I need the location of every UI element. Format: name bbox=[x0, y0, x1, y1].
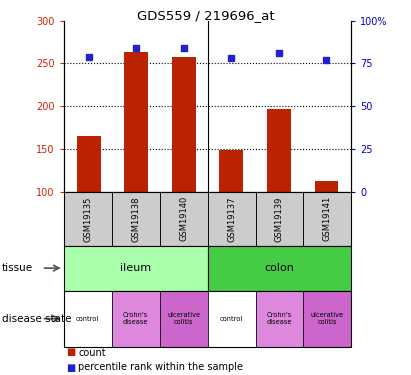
Text: Crohn's
disease: Crohn's disease bbox=[123, 312, 148, 325]
Text: GSM19135: GSM19135 bbox=[83, 196, 92, 242]
Text: tissue: tissue bbox=[2, 263, 33, 273]
Bar bbox=[125, 53, 148, 192]
Text: disease state: disease state bbox=[2, 314, 72, 324]
Text: count: count bbox=[78, 348, 106, 357]
Bar bbox=[172, 57, 196, 192]
Text: percentile rank within the sample: percentile rank within the sample bbox=[78, 363, 243, 372]
Text: GSM19140: GSM19140 bbox=[179, 196, 188, 242]
Text: ■: ■ bbox=[66, 363, 75, 372]
Bar bbox=[77, 136, 101, 192]
Point bbox=[180, 45, 187, 51]
Text: control: control bbox=[220, 316, 243, 322]
Point bbox=[85, 54, 92, 60]
Point bbox=[276, 50, 282, 56]
Point bbox=[133, 45, 139, 51]
Bar bbox=[267, 109, 291, 192]
Text: ulcerative
colitis: ulcerative colitis bbox=[311, 312, 344, 325]
Text: GDS559 / 219696_at: GDS559 / 219696_at bbox=[137, 9, 274, 22]
Point bbox=[228, 56, 235, 62]
Text: GSM19137: GSM19137 bbox=[227, 196, 236, 242]
Text: control: control bbox=[76, 316, 99, 322]
Point bbox=[323, 57, 330, 63]
Bar bbox=[219, 150, 243, 192]
Text: GSM19141: GSM19141 bbox=[323, 196, 332, 242]
Text: GSM19139: GSM19139 bbox=[275, 196, 284, 242]
Text: ■: ■ bbox=[66, 348, 75, 357]
Text: ileum: ileum bbox=[120, 263, 151, 273]
Text: ulcerative
colitis: ulcerative colitis bbox=[167, 312, 200, 325]
Bar bbox=[314, 181, 338, 192]
Text: colon: colon bbox=[265, 263, 294, 273]
Text: Crohn's
disease: Crohn's disease bbox=[267, 312, 292, 325]
Text: GSM19138: GSM19138 bbox=[131, 196, 140, 242]
